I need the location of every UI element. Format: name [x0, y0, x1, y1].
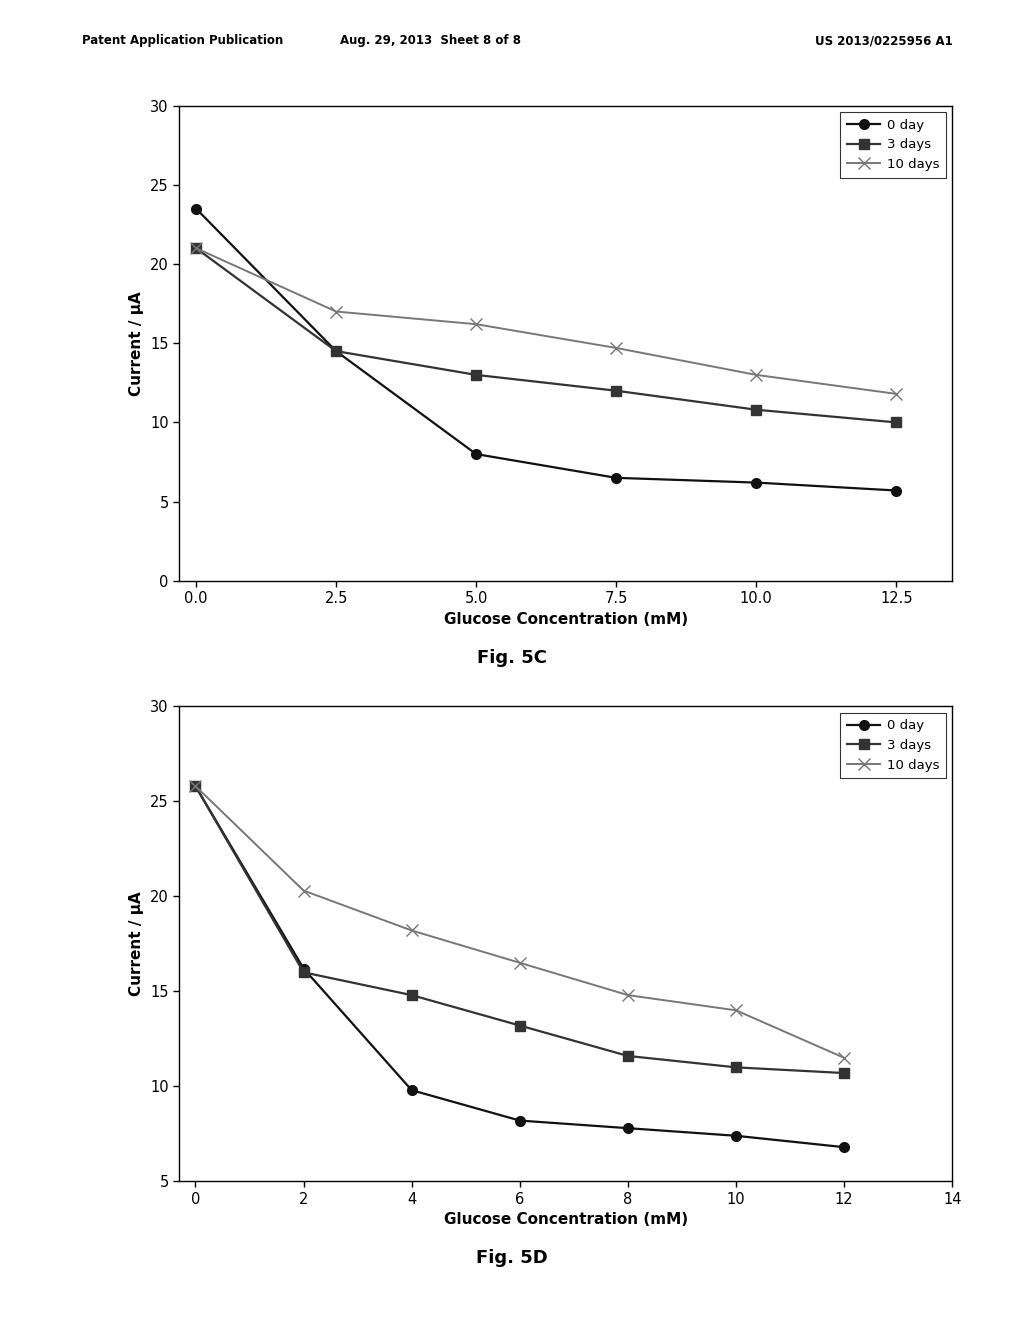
Line: 0 day: 0 day [191, 203, 901, 495]
X-axis label: Glucose Concentration (mM): Glucose Concentration (mM) [443, 611, 688, 627]
0 day [730, 1127, 742, 1143]
3 days [730, 1060, 742, 1076]
3 days [470, 367, 482, 383]
0 day [189, 201, 202, 216]
10 days [890, 385, 902, 401]
0 day [297, 961, 309, 977]
Legend: 0 day, 3 days, 10 days: 0 day, 3 days, 10 days [841, 713, 946, 779]
3 days [890, 414, 902, 430]
10 days [189, 240, 202, 256]
3 days [189, 240, 202, 256]
X-axis label: Glucose Concentration (mM): Glucose Concentration (mM) [443, 1212, 688, 1228]
0 day [838, 1139, 850, 1155]
0 day [890, 483, 902, 499]
3 days [622, 1048, 634, 1064]
10 days [189, 777, 202, 793]
0 day [470, 446, 482, 462]
10 days [751, 367, 763, 383]
Text: US 2013/0225956 A1: US 2013/0225956 A1 [814, 34, 952, 48]
10 days [470, 317, 482, 333]
0 day [406, 1082, 418, 1098]
0 day [610, 470, 623, 486]
Text: Fig. 5D: Fig. 5D [476, 1249, 548, 1267]
10 days [730, 1002, 742, 1018]
10 days [838, 1049, 850, 1065]
0 day [330, 343, 342, 359]
0 day [622, 1121, 634, 1137]
Line: 10 days: 10 days [189, 780, 850, 1064]
Line: 10 days: 10 days [190, 243, 902, 400]
3 days [297, 965, 309, 981]
Text: Aug. 29, 2013  Sheet 8 of 8: Aug. 29, 2013 Sheet 8 of 8 [340, 34, 520, 48]
Line: 3 days: 3 days [191, 243, 901, 428]
Text: Patent Application Publication: Patent Application Publication [82, 34, 284, 48]
10 days [610, 341, 623, 356]
0 day [189, 777, 202, 793]
3 days [330, 343, 342, 359]
10 days [297, 883, 309, 899]
3 days [751, 401, 763, 417]
Text: Fig. 5C: Fig. 5C [477, 649, 547, 668]
10 days [622, 987, 634, 1003]
3 days [406, 987, 418, 1003]
3 days [610, 383, 623, 399]
10 days [330, 304, 342, 319]
Y-axis label: Current / μA: Current / μA [129, 290, 144, 396]
10 days [406, 923, 418, 939]
3 days [189, 777, 202, 793]
0 day [514, 1113, 526, 1129]
10 days [514, 954, 526, 970]
3 days [838, 1065, 850, 1081]
Legend: 0 day, 3 days, 10 days: 0 day, 3 days, 10 days [841, 112, 946, 178]
Line: 0 day: 0 day [190, 781, 849, 1152]
0 day [751, 475, 763, 491]
Y-axis label: Current / μA: Current / μA [129, 891, 144, 997]
Line: 3 days: 3 days [190, 781, 849, 1078]
3 days [514, 1018, 526, 1034]
